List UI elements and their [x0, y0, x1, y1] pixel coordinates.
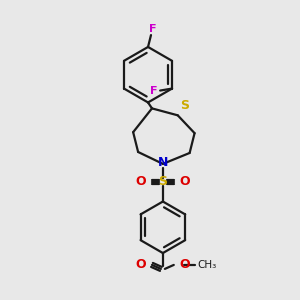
Text: O: O	[180, 175, 190, 188]
Text: S: S	[180, 99, 189, 112]
Text: O: O	[180, 258, 190, 272]
Text: O: O	[135, 258, 146, 272]
Text: CH₃: CH₃	[198, 260, 217, 270]
Text: S: S	[158, 175, 167, 188]
Text: N: N	[158, 156, 168, 170]
Text: F: F	[151, 85, 158, 96]
Text: O: O	[135, 175, 146, 188]
Text: F: F	[149, 24, 157, 34]
